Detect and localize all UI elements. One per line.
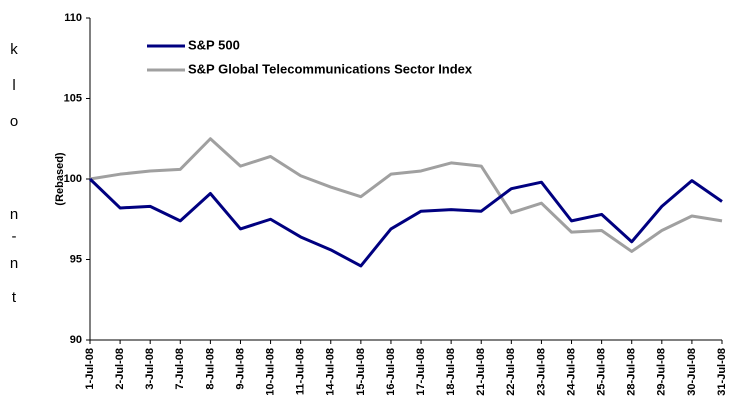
text-fragment: n: [10, 255, 18, 272]
x-tick-label: 8-Jul-08: [204, 348, 216, 390]
x-tick-label: 25-Jul-08: [596, 348, 608, 396]
x-tick-label: 10-Jul-08: [264, 348, 276, 396]
line-series: [89, 137, 723, 253]
x-tick-label: 3-Jul-08: [144, 348, 156, 390]
text-fragment: l: [12, 77, 15, 94]
x-tick-label: 15-Jul-08: [355, 348, 367, 396]
text-fragment: t: [12, 289, 17, 306]
y-tick-label: 90: [70, 334, 82, 346]
line-series: [88, 177, 723, 268]
y-axis-label: (Rebased): [54, 152, 66, 206]
legend-label: S&P Global Telecommunications Sector Ind…: [188, 61, 473, 76]
y-tick-label: 95: [70, 253, 82, 265]
text-fragment: -: [12, 228, 17, 245]
text-fragment: k: [10, 41, 18, 58]
x-tick-label: 21-Jul-08: [475, 348, 487, 396]
y-tick-label: 110: [64, 12, 82, 24]
x-tick-label: 16-Jul-08: [385, 348, 397, 396]
x-tick-label: 17-Jul-08: [415, 348, 427, 396]
x-tick-label: 14-Jul-08: [325, 348, 337, 396]
x-tick-label: 1-Jul-08: [84, 348, 96, 390]
text-fragment: o: [10, 113, 18, 130]
x-tick-label: 29-Jul-08: [656, 348, 668, 396]
y-tick-label: 100: [64, 173, 82, 185]
y-tick-label: 105: [64, 92, 82, 104]
x-tick-label: 2-Jul-08: [114, 348, 126, 390]
x-tick-label: 9-Jul-08: [234, 348, 246, 390]
x-tick-label: 7-Jul-08: [174, 348, 186, 390]
x-tick-label: 23-Jul-08: [535, 348, 547, 396]
x-tick-label: 22-Jul-08: [505, 348, 517, 396]
x-tick-label: 31-Jul-08: [716, 348, 728, 396]
x-tick-label: 18-Jul-08: [445, 348, 457, 396]
x-tick-label: 28-Jul-08: [626, 348, 638, 396]
text-fragment: n: [10, 206, 18, 223]
x-tick-label: 11-Jul-08: [295, 348, 307, 395]
x-tick-label: 24-Jul-08: [565, 348, 577, 396]
legend-label: S&P 500: [188, 37, 240, 52]
x-tick-label: 30-Jul-08: [686, 348, 698, 396]
